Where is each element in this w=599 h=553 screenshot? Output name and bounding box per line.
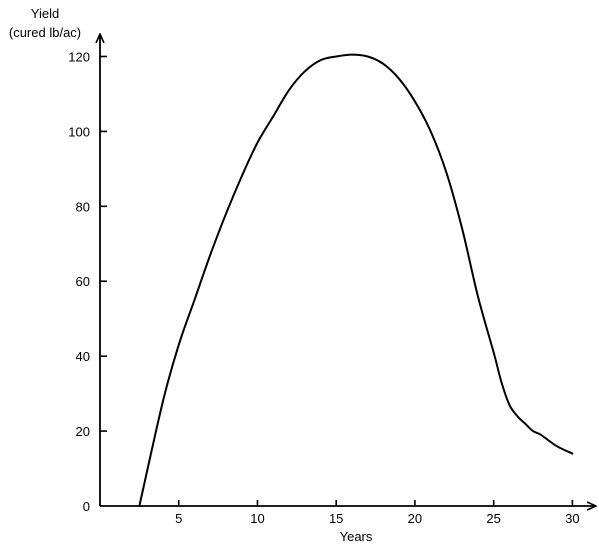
x-tick-label: 10: [250, 511, 264, 526]
y-axis-title-line-1: Yield: [31, 6, 59, 21]
y-tick-label: 20: [76, 424, 90, 439]
y-tick-label: 40: [76, 349, 90, 364]
y-tick-label: 120: [68, 49, 90, 64]
y-axis-ticks: 0 20 40 60 80 100 120: [68, 49, 107, 514]
series-layer: [138, 53, 574, 507]
y-tick-label: 80: [76, 199, 90, 214]
yield-curve-line: [138, 53, 574, 507]
x-tick-label: 20: [408, 511, 422, 526]
y-axis-title-line-2: (cured lb/ac): [9, 25, 81, 40]
x-tick-label: 25: [486, 511, 500, 526]
x-tick-label: 15: [329, 511, 343, 526]
x-axis-title: Years: [340, 529, 373, 544]
y-tick-label: 0: [83, 499, 90, 514]
y-tick-label: 100: [68, 124, 90, 139]
x-axis-ticks: 5 10 15 20 25 30: [175, 500, 580, 526]
y-tick-label: 60: [76, 274, 90, 289]
x-tick-label: 5: [175, 511, 182, 526]
x-tick-label: 30: [565, 511, 579, 526]
